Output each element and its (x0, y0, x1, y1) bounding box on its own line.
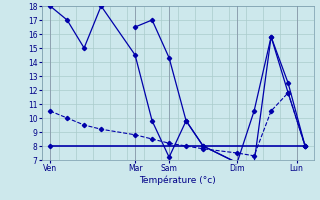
X-axis label: Température (°c): Température (°c) (139, 176, 216, 185)
